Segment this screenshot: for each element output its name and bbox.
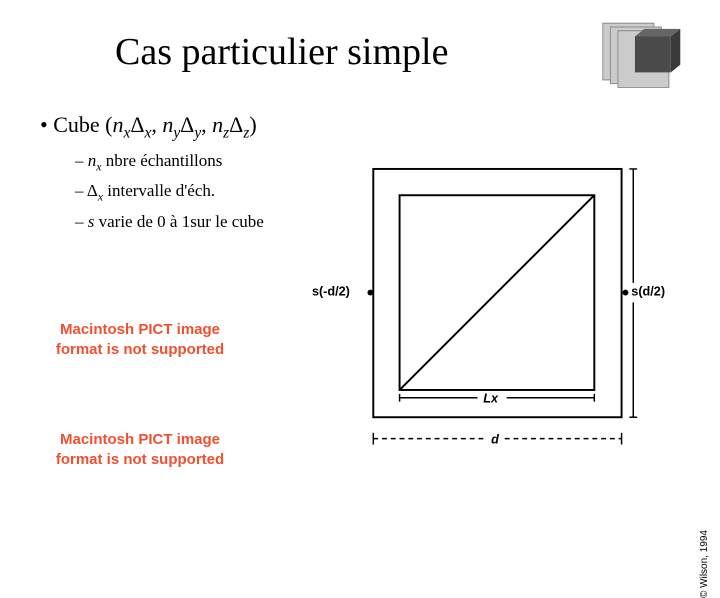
copyright-text: © Wilson, 1994	[699, 530, 710, 598]
page-title: Cas particulier simple	[115, 30, 448, 74]
left-dot	[367, 290, 373, 296]
right-dot	[623, 290, 629, 296]
cube-3d-icon	[595, 10, 690, 95]
main-bullet: • Cube (nxΔx, nyΔy, nzΔz)	[40, 112, 257, 142]
sub-item-1: – nx nbre échantillons	[75, 148, 264, 176]
pict-placeholder-2: Macintosh PICT image format is not suppo…	[40, 430, 240, 469]
cube-diagram: s(-d/2) s(d/2) Lx d	[310, 150, 680, 480]
sub-item-3: – s varie de 0 à 1sur le cube	[75, 209, 264, 235]
diagonal-line	[400, 195, 595, 390]
d-bottom-label: d	[491, 433, 499, 447]
lx-label: Lx	[483, 392, 499, 406]
right-s-label: s(d/2)	[631, 285, 665, 299]
dark-cube	[635, 29, 680, 72]
left-s-label: s(-d/2)	[312, 285, 350, 299]
pict-placeholder-1: Macintosh PICT image format is not suppo…	[40, 320, 240, 359]
sub-bullet-list: – nx nbre échantillons – Δx intervalle d…	[75, 148, 264, 236]
sub-item-2: – Δx intervalle d'éch.	[75, 178, 264, 206]
